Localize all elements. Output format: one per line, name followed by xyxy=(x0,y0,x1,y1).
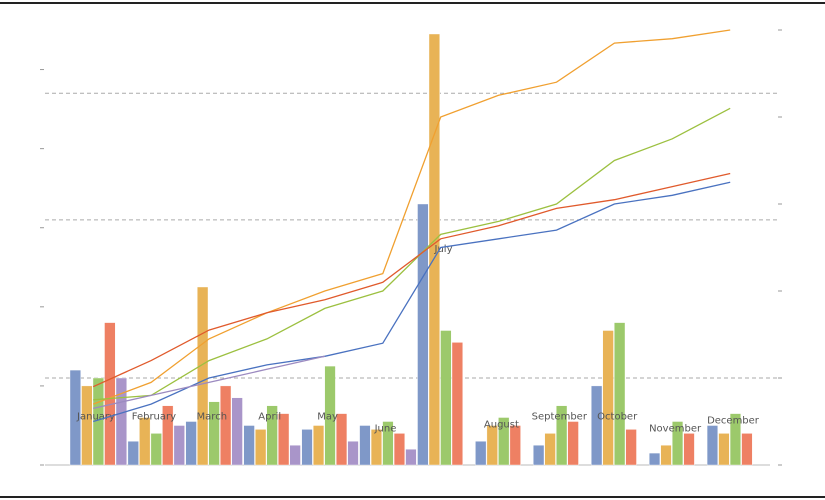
bar-september-1 xyxy=(544,433,556,466)
bar-january-1 xyxy=(81,385,93,466)
bar-june-1 xyxy=(370,429,383,466)
month-label-november: November xyxy=(649,424,702,435)
month-label-december: December xyxy=(707,416,760,427)
month-label-october: October xyxy=(597,412,638,423)
bar-january-4 xyxy=(115,377,127,466)
month-label-march: March xyxy=(197,412,227,423)
month-label-july: July xyxy=(434,244,453,255)
bar-november-1 xyxy=(660,445,672,466)
bar-october-3 xyxy=(625,429,637,466)
bar-december-2 xyxy=(729,413,741,466)
bar-march-4 xyxy=(231,397,243,466)
bar-august-1 xyxy=(486,425,498,466)
bar-march-0 xyxy=(185,421,197,466)
bar-november-2 xyxy=(672,421,684,466)
cumulative-line-3 xyxy=(93,181,731,423)
bar-april-3 xyxy=(278,413,290,466)
month-label-january: January xyxy=(76,412,115,423)
bar-december-0 xyxy=(706,425,718,466)
cumulative-line-0 xyxy=(92,29,731,405)
bar-august-2 xyxy=(498,417,510,466)
bar-december-3 xyxy=(741,433,753,466)
bar-october-1 xyxy=(602,330,614,466)
bar-january-0 xyxy=(69,369,81,466)
cumulative-line-4 xyxy=(93,355,325,410)
bar-april-4 xyxy=(289,445,301,466)
bar-may-2 xyxy=(324,365,336,466)
month-label-february: February xyxy=(132,412,176,423)
bar-march-2 xyxy=(208,401,220,466)
bar-september-3 xyxy=(567,421,579,466)
bar-october-2 xyxy=(614,322,626,466)
bar-july-0 xyxy=(417,203,429,466)
bar-may-1 xyxy=(313,425,325,466)
bar-november-0 xyxy=(649,452,661,466)
bar-november-3 xyxy=(683,433,695,466)
month-label-april: April xyxy=(258,412,281,423)
bar-january-3 xyxy=(104,322,116,466)
bar-april-1 xyxy=(255,429,267,466)
bar-july-2 xyxy=(440,330,452,466)
month-label-may: May xyxy=(317,412,338,423)
cumulative-line-2 xyxy=(92,172,731,388)
bar-june-3 xyxy=(393,433,406,466)
bar-june-4 xyxy=(405,449,417,466)
bar-march-1 xyxy=(197,286,209,466)
bar-april-2 xyxy=(266,405,278,466)
bar-august-3 xyxy=(509,425,521,466)
bar-december-1 xyxy=(718,433,730,466)
bar-february-4 xyxy=(173,425,185,466)
bar-february-1 xyxy=(139,417,151,466)
bar-october-0 xyxy=(591,385,603,466)
bar-june-2 xyxy=(382,421,394,466)
bar-february-3 xyxy=(162,405,174,466)
bar-september-0 xyxy=(533,445,545,466)
bar-january-2 xyxy=(92,377,104,466)
bar-may-0 xyxy=(301,429,313,466)
bar-may-3 xyxy=(336,413,348,466)
bar-may-4 xyxy=(347,441,359,466)
cumulative-line-1 xyxy=(93,107,731,401)
month-label-september: September xyxy=(532,412,588,423)
bar-february-0 xyxy=(127,441,139,466)
bar-march-3 xyxy=(220,385,232,466)
month-label-june: June xyxy=(374,424,397,435)
month-label-august: August xyxy=(484,420,519,431)
bar-august-0 xyxy=(475,441,487,466)
bar-june-0 xyxy=(359,425,371,466)
bar-february-2 xyxy=(150,433,162,466)
bar-september-2 xyxy=(556,405,568,466)
bar-april-0 xyxy=(243,425,255,466)
bar-july-3 xyxy=(451,342,463,466)
